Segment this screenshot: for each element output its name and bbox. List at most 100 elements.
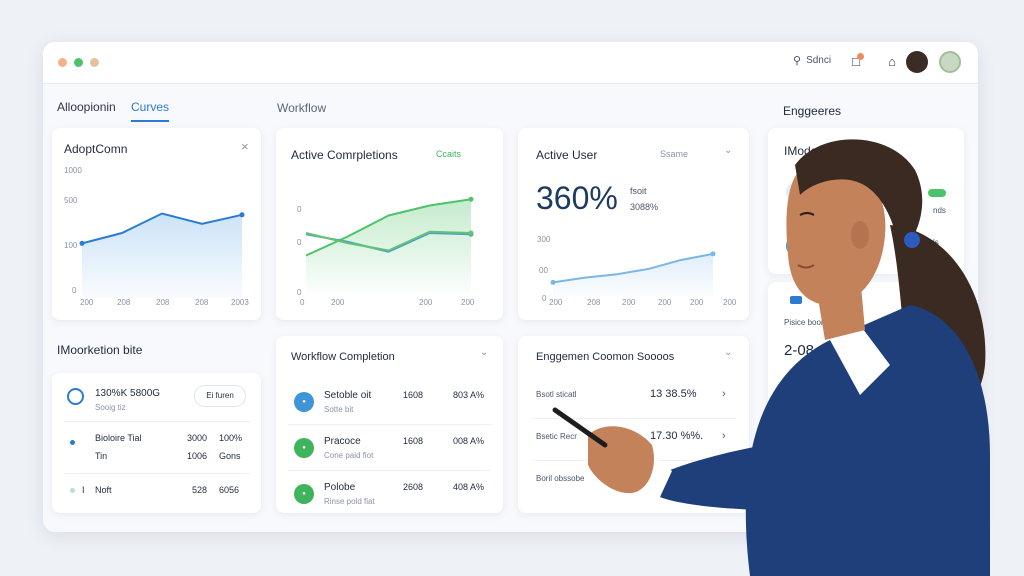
side-row-label: nds [933,206,946,215]
row-value: 1608 [403,390,424,400]
x-tick: 200 [549,298,563,307]
divider [288,424,491,425]
divider [532,418,735,419]
x-tick: 200 [419,298,433,307]
engagement-title: Enggemen Coomon Soooos [536,351,675,363]
y-tick: 1000 [64,166,82,175]
y-tick: 0 [297,288,302,297]
active-user-line [552,252,714,284]
active-completions-chart [305,196,474,293]
row-value: 3000 [187,433,208,443]
workstation-card: 130%K 5800G Sooig tiz Ei furen Bioloire … [52,373,261,513]
x-tick: 200 [690,298,704,307]
x-tick: 2003 [231,298,249,307]
adoption-chart [79,212,245,298]
row-label: Boril obssobe [536,474,585,483]
active-user-point [710,251,716,257]
adoption-card: AdoptComn × 1000 500 100 0 200 208 208 2… [52,128,261,320]
notification-badge [857,53,864,60]
search-label: Sdnci [806,55,832,66]
x-tick: 200 [331,298,345,307]
row-value: 408 A% [453,482,485,492]
completions-series-line [305,198,472,257]
y-tick: 0 [297,205,302,214]
list-item[interactable]: ● Pracoce Cone paid fiot 1608 008 A% [276,430,503,474]
side-row-label: ls [933,238,939,247]
row-label: Noft [95,485,112,495]
chevron-right-icon[interactable]: › [722,430,726,442]
row-percent: 6056 [219,485,240,495]
close-icon[interactable]: × [241,139,249,154]
chevron-down-icon[interactable]: ⌄ [724,347,733,358]
row-value: 2608 [403,482,424,492]
row-label: Bsetic Recr [536,432,577,441]
active-user-area [553,253,713,296]
row-name: Pracoce [324,436,361,447]
y-tick: 0 [297,238,302,247]
row-bullet [70,440,75,445]
y-tick: 00 [539,266,548,275]
side-badge [928,189,946,197]
active-user-sub2: 3088% [630,202,659,212]
divider [64,473,250,474]
chevron-right-icon[interactable]: › [722,388,726,400]
person-illustration [552,139,990,576]
row-value: 008 A% [453,436,485,446]
workflow-completion-title: Workflow Completion [291,351,395,363]
tab-adoption[interactable]: Alloopionin [57,100,116,114]
list-item[interactable]: Bsotl sticatl 13 38.5% › [518,384,749,422]
row-value: 1608 [403,436,424,446]
adoption-area [82,213,242,298]
active-user-point [550,279,556,285]
x-tick: 208 [587,298,601,307]
notification-icon[interactable]: □ [852,54,860,69]
workstation-button[interactable]: Ei furen [194,385,246,407]
active-user-badge[interactable]: Ssame [660,149,689,159]
window-dot-close[interactable] [58,58,67,67]
adoption-point [79,240,85,246]
chevron-down-icon[interactable]: ⌄ [724,145,733,156]
completions-series-line [305,230,472,252]
y-tick: 0 [72,286,77,295]
radio-icon[interactable] [67,388,84,405]
window-dot-minimize[interactable] [74,58,83,67]
x-tick: 200 [658,298,672,307]
window-dot-maximize[interactable] [90,58,99,67]
row-label-2: Tin [95,451,108,461]
list-item[interactable]: ● Polobe Rinse pold fiat 2608 408 A% [276,476,503,520]
row-bullet [70,488,75,493]
y-tick: 100 [64,241,78,250]
list-item[interactable]: ● Setoble oit Sotte bit 1608 803 A% [276,384,503,428]
home-icon[interactable]: ⌂ [888,54,896,69]
avatar-secondary[interactable] [939,51,961,73]
list-item[interactable]: Bsetic Recr 17.30 %%. › [518,426,749,464]
workflow-completion-card: Workflow Completion ⌄ ● Setoble oit Sott… [276,336,503,513]
tab-curves[interactable]: Curves [131,100,170,122]
search-box[interactable]: ⚲ Sdnci [793,54,831,67]
active-completions-title: Active Comrpletions [291,148,398,162]
section-workflow: Workflow [277,101,327,115]
divider [64,421,250,422]
active-user-chart [550,251,716,296]
x-tick: 200 [461,298,475,307]
x-tick: 200 [622,298,636,307]
active-user-value: 360% [536,180,618,216]
row-name: Polobe [324,482,356,493]
workstation-header: 130%K 5800G [95,388,161,399]
status-icon: ● [294,392,314,412]
tab-adoption-label: Alloopionin [57,100,116,114]
x-tick: 208 [156,298,170,307]
row-percent: Gons [219,451,241,461]
adoption-line [81,212,243,245]
avatar[interactable] [906,51,928,73]
row-value: 17.30 %%. [650,430,704,442]
row-value: 1006 [187,451,208,461]
side-chip [790,296,802,304]
row-value: 13 38.5% [650,388,697,400]
section-workstation: IMoorketion bite [57,343,143,357]
divider [288,470,491,471]
status-icon: ● [294,438,314,458]
active-completions-badge[interactable]: Ccaits [436,149,462,159]
row-prefix: I [82,485,85,495]
chevron-down-icon[interactable]: ⌄ [480,347,489,358]
